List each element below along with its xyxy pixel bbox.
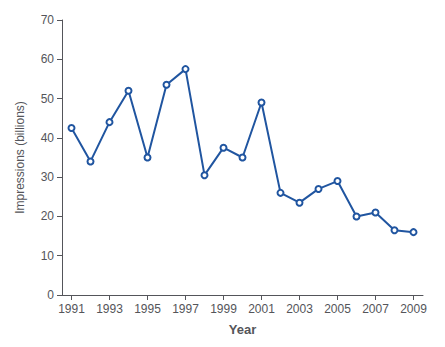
svg-text:Year: Year (229, 322, 256, 337)
svg-text:1993: 1993 (96, 302, 123, 316)
svg-text:50: 50 (41, 92, 55, 106)
svg-text:2001: 2001 (248, 302, 275, 316)
svg-text:2003: 2003 (286, 302, 313, 316)
svg-text:1997: 1997 (172, 302, 199, 316)
svg-text:2005: 2005 (324, 302, 351, 316)
svg-text:1995: 1995 (134, 302, 161, 316)
svg-text:Impressions (billions): Impressions (billions) (13, 101, 27, 214)
svg-text:10: 10 (41, 249, 55, 263)
svg-text:70: 70 (41, 13, 55, 27)
svg-text:30: 30 (41, 170, 55, 184)
svg-text:2007: 2007 (362, 302, 389, 316)
svg-text:2009: 2009 (400, 302, 427, 316)
svg-text:1999: 1999 (210, 302, 237, 316)
svg-text:1991: 1991 (58, 302, 85, 316)
svg-text:20: 20 (41, 209, 55, 223)
svg-text:60: 60 (41, 52, 55, 66)
svg-text:40: 40 (41, 131, 55, 145)
svg-text:0: 0 (47, 288, 54, 302)
